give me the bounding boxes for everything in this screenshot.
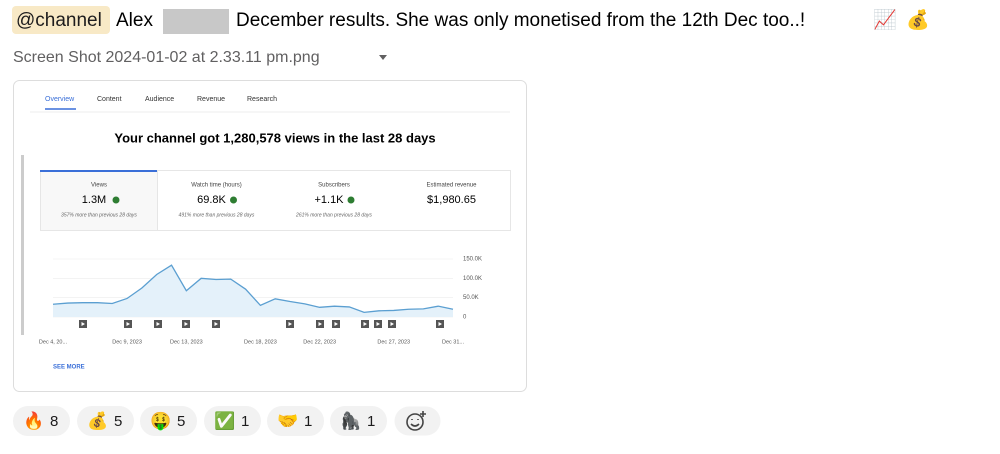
- line: [52, 264, 454, 314]
- x-tick-label: Dec 18, 2023: [244, 339, 277, 345]
- emoji: 💰: [906, 8, 930, 31]
- x-tick-label: Dec 31...: [442, 339, 464, 345]
- reaction-count: 1: [367, 413, 375, 430]
- y-tick-label: 100.0K: [463, 276, 482, 282]
- mention[interactable]: @channel: [16, 10, 102, 31]
- reaction-emoji: 🔥: [23, 410, 44, 430]
- video-marker-play: [438, 322, 442, 326]
- reaction-count: 1: [304, 413, 312, 430]
- reaction-emoji: 🦍: [340, 410, 361, 430]
- reaction-emoji: 🤝: [277, 411, 298, 430]
- video-marker-play: [126, 322, 130, 326]
- tab[interactable]: Audience: [145, 96, 174, 103]
- reaction-pill[interactable]: [267, 406, 324, 436]
- reaction-count: 5: [114, 413, 122, 430]
- reaction-emoji: 🤑: [150, 411, 171, 431]
- emoji: 📈: [873, 8, 897, 31]
- scrollbar: [21, 155, 24, 335]
- metric-value: +1.1K: [314, 194, 344, 206]
- tab[interactable]: Research: [247, 96, 277, 103]
- metric-label: Estimated revenue: [426, 183, 477, 189]
- metric-value: 1.3M: [82, 194, 106, 206]
- video-marker-play: [156, 322, 160, 326]
- video-marker-play: [318, 322, 322, 326]
- x-tick-label: Dec 22, 2023: [303, 339, 336, 345]
- up-icon: [230, 196, 237, 204]
- x-tick-label: Dec 27, 2023: [377, 339, 410, 345]
- x-tick-label: Dec 9, 2023: [112, 339, 142, 345]
- video-marker-play: [288, 322, 292, 326]
- tab[interactable]: Overview: [45, 96, 75, 103]
- add-reaction-icon: [406, 413, 424, 431]
- up-icon: [112, 196, 120, 204]
- y-tick-label: 150.0K: [463, 257, 482, 263]
- y-tick-label: 50.0K: [463, 295, 479, 301]
- add-reaction-face: [410, 411, 426, 427]
- filename[interactable]: Screen Shot 2024-01-02 at 2.33.11 pm.png: [13, 49, 320, 66]
- reaction-count: 5: [177, 413, 185, 430]
- author-text: Alex: [116, 10, 153, 31]
- metric-selected: [40, 170, 158, 231]
- reaction-emoji: ✅: [214, 410, 235, 430]
- up-icon: [347, 196, 355, 204]
- reaction-count: 1: [241, 413, 249, 430]
- x-tick-label: Dec 4, 20...: [39, 339, 68, 345]
- metric-value: $1,980.65: [427, 194, 476, 206]
- video-marker-play: [184, 322, 188, 326]
- message-text: December results. She was only monetised…: [236, 10, 805, 31]
- metric-label: Subscribers: [318, 183, 350, 189]
- video-marker-play: [81, 322, 85, 326]
- add-reaction[interactable]: [394, 406, 441, 436]
- reaction-emoji: 💰: [87, 410, 108, 431]
- metric-label: Watch time (hours): [191, 183, 241, 189]
- y-tick-label: 0: [463, 315, 467, 321]
- metric-value: 69.8K: [197, 194, 226, 206]
- mention-bg: [12, 6, 110, 34]
- reaction-pill[interactable]: [13, 406, 70, 436]
- video-marker-play: [214, 322, 218, 326]
- video-marker-play: [376, 322, 380, 326]
- reaction-pill[interactable]: [330, 406, 387, 436]
- caret[interactable]: [379, 55, 387, 60]
- metric-note: 491% more than previous 28 days: [179, 212, 255, 218]
- tab[interactable]: Content: [97, 96, 122, 103]
- see-more[interactable]: SEE MORE: [53, 365, 85, 371]
- video-marker-play: [390, 322, 394, 326]
- headline: Your channel got 1,280,578 views in the …: [114, 130, 435, 145]
- x-tick-label: Dec 13, 2023: [170, 339, 203, 345]
- video-marker-play: [334, 322, 338, 326]
- reaction-count: 8: [50, 413, 58, 430]
- metric-note: 261% more than previous 28 days: [295, 212, 372, 218]
- metric-note: 357% more than previous 28 days: [61, 212, 137, 218]
- redaction: [163, 9, 229, 34]
- video-marker-play: [363, 322, 367, 326]
- tab[interactable]: Revenue: [197, 96, 225, 103]
- metric-label: Views: [91, 183, 107, 189]
- reaction-pill[interactable]: [204, 406, 261, 436]
- reaction-pill[interactable]: [140, 406, 197, 436]
- reaction-pill[interactable]: [77, 406, 134, 436]
